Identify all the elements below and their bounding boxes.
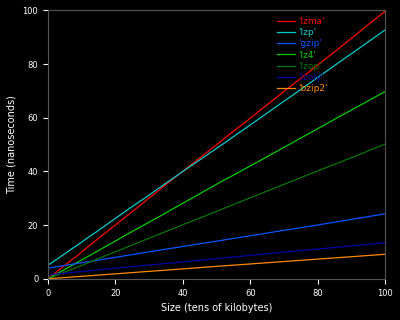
'gzip' [228, 237, 233, 241]
'lzoly' [228, 255, 233, 259]
Line: 'bzip2': 'bzip2' [48, 254, 385, 279]
'lzma' [375, 16, 380, 20]
'lzp' [206, 152, 210, 156]
'lz4' [246, 165, 251, 169]
'lz4' [206, 187, 210, 191]
'lzp' [375, 34, 380, 37]
'bzip2' [383, 252, 388, 256]
'lz4' [322, 123, 327, 127]
'gzip' [383, 212, 388, 216]
'lzop' [322, 166, 327, 170]
'lzma' [246, 117, 251, 121]
'gzip' [46, 266, 50, 270]
'lz4' [208, 186, 212, 190]
'lzma' [228, 132, 233, 135]
'lzop' [228, 204, 233, 208]
'lz4' [375, 94, 380, 98]
'bzip2' [206, 265, 210, 269]
X-axis label: Size (tens of kilobytes): Size (tens of kilobytes) [161, 303, 272, 313]
'gzip' [246, 234, 251, 238]
Line: 'lzoly': 'lzoly' [48, 243, 385, 275]
'lzop' [246, 196, 251, 200]
'lz4' [46, 277, 50, 281]
'lzoly' [206, 257, 210, 261]
Y-axis label: Time (nanoseconds): Time (nanoseconds) [7, 95, 17, 194]
'lzp' [208, 151, 212, 155]
'lzoly' [246, 254, 251, 258]
'lzp' [46, 263, 50, 267]
'lzop' [46, 277, 50, 281]
'lzp' [383, 28, 388, 32]
'lzp' [228, 137, 233, 141]
'lzp' [246, 124, 251, 128]
'lzma' [208, 148, 212, 152]
'bzip2' [228, 263, 233, 267]
'gzip' [375, 213, 380, 217]
'lzop' [383, 142, 388, 146]
'gzip' [206, 241, 210, 244]
'gzip' [208, 240, 212, 244]
'gzip' [322, 222, 327, 226]
'lzop' [375, 146, 380, 149]
'lzop' [208, 212, 212, 216]
'lzma' [322, 58, 327, 62]
'lzoly' [375, 242, 380, 245]
'lzoly' [383, 241, 388, 244]
Line: 'lz4': 'lz4' [48, 92, 385, 279]
'lzma' [46, 277, 50, 281]
Line: 'lzop': 'lzop' [48, 144, 385, 279]
'bzip2' [46, 277, 50, 281]
'bzip2' [208, 265, 212, 269]
'lzp' [322, 71, 327, 75]
'bzip2' [322, 257, 327, 260]
'lzop' [206, 213, 210, 217]
'lzma' [383, 9, 388, 13]
'lzoly' [46, 273, 50, 277]
Line: 'gzip': 'gzip' [48, 214, 385, 268]
'lz4' [228, 175, 233, 179]
'lzoly' [322, 246, 327, 250]
'bzip2' [246, 262, 251, 266]
Line: 'lzp': 'lzp' [48, 30, 385, 265]
'lzoly' [208, 257, 212, 261]
'bzip2' [375, 253, 380, 257]
'lzma' [206, 149, 210, 153]
Line: 'lzma': 'lzma' [48, 11, 385, 279]
'lz4' [383, 90, 388, 93]
Legend: 'lzma', 'lzp', 'gzip', 'lz4', 'lzop', 'lzoly', 'bzip2': 'lzma', 'lzp', 'gzip', 'lz4', 'lzop', 'l… [275, 15, 330, 95]
